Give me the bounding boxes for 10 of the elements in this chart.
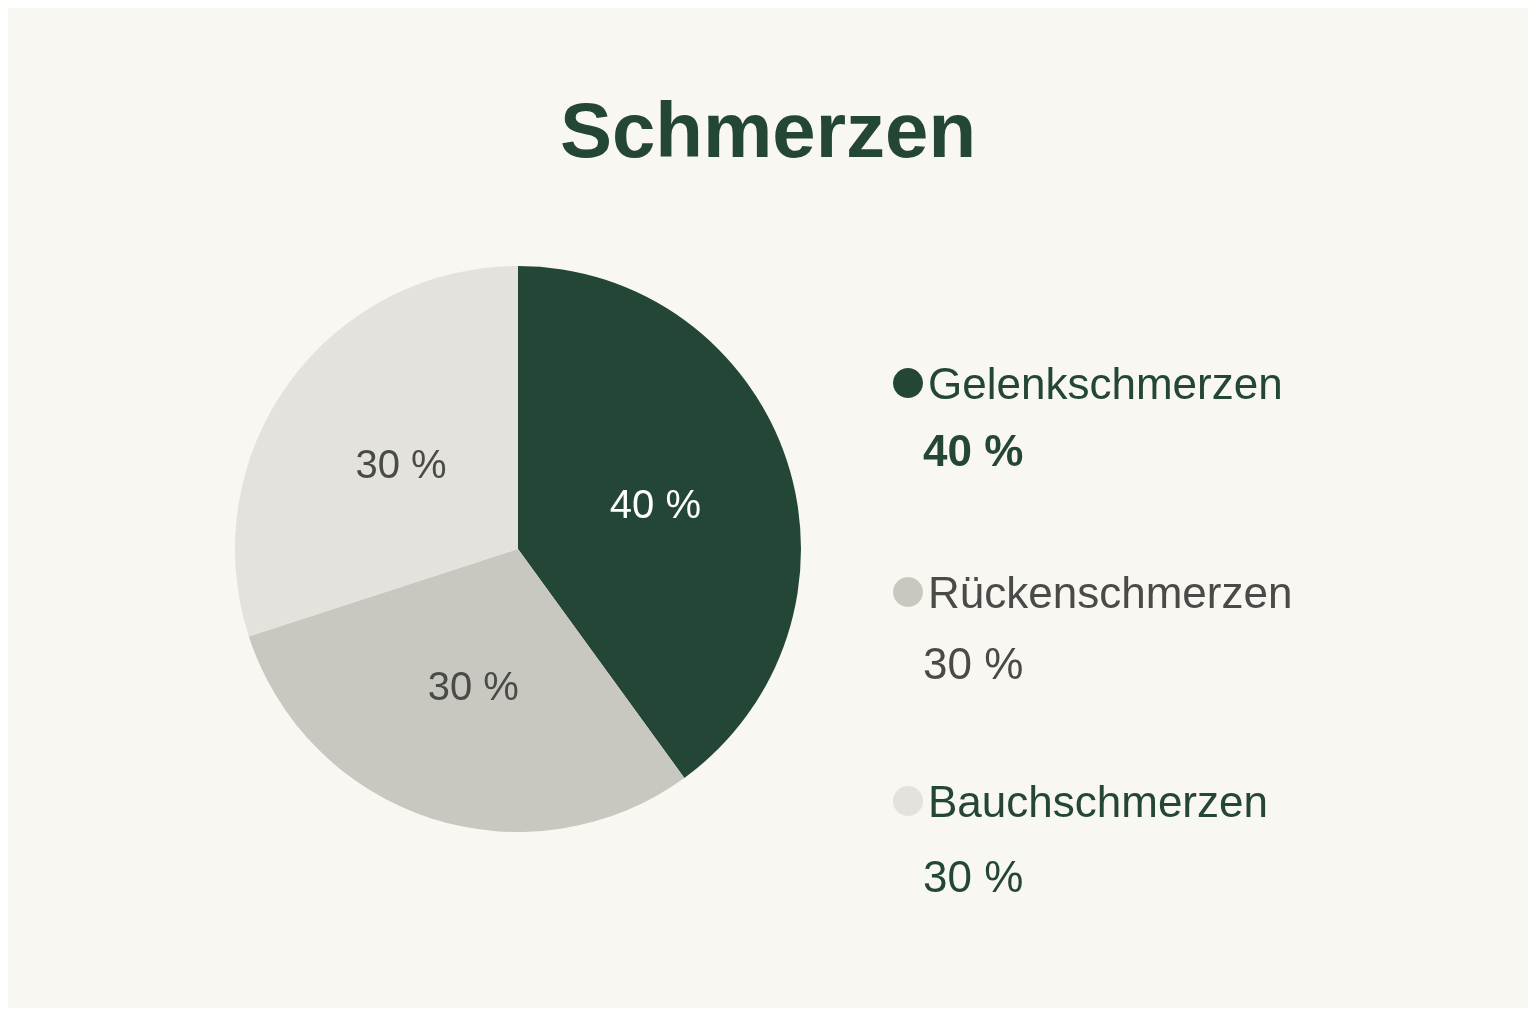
text: 30 % <box>923 638 1024 688</box>
text: 40 % <box>609 482 702 527</box>
legend-label: Gelenkschmerzen <box>928 358 1283 408</box>
data-label: 40 % <box>923 425 1024 475</box>
chart-title: Schmerzen <box>559 86 977 174</box>
data-label: 30 % <box>427 664 519 709</box>
legend-label: Bauchschmerzen <box>928 776 1268 826</box>
data-label: 30 % <box>355 442 447 487</box>
legend-label: Rückenschmerzen <box>928 567 1293 617</box>
text: 30 % <box>923 851 1024 901</box>
